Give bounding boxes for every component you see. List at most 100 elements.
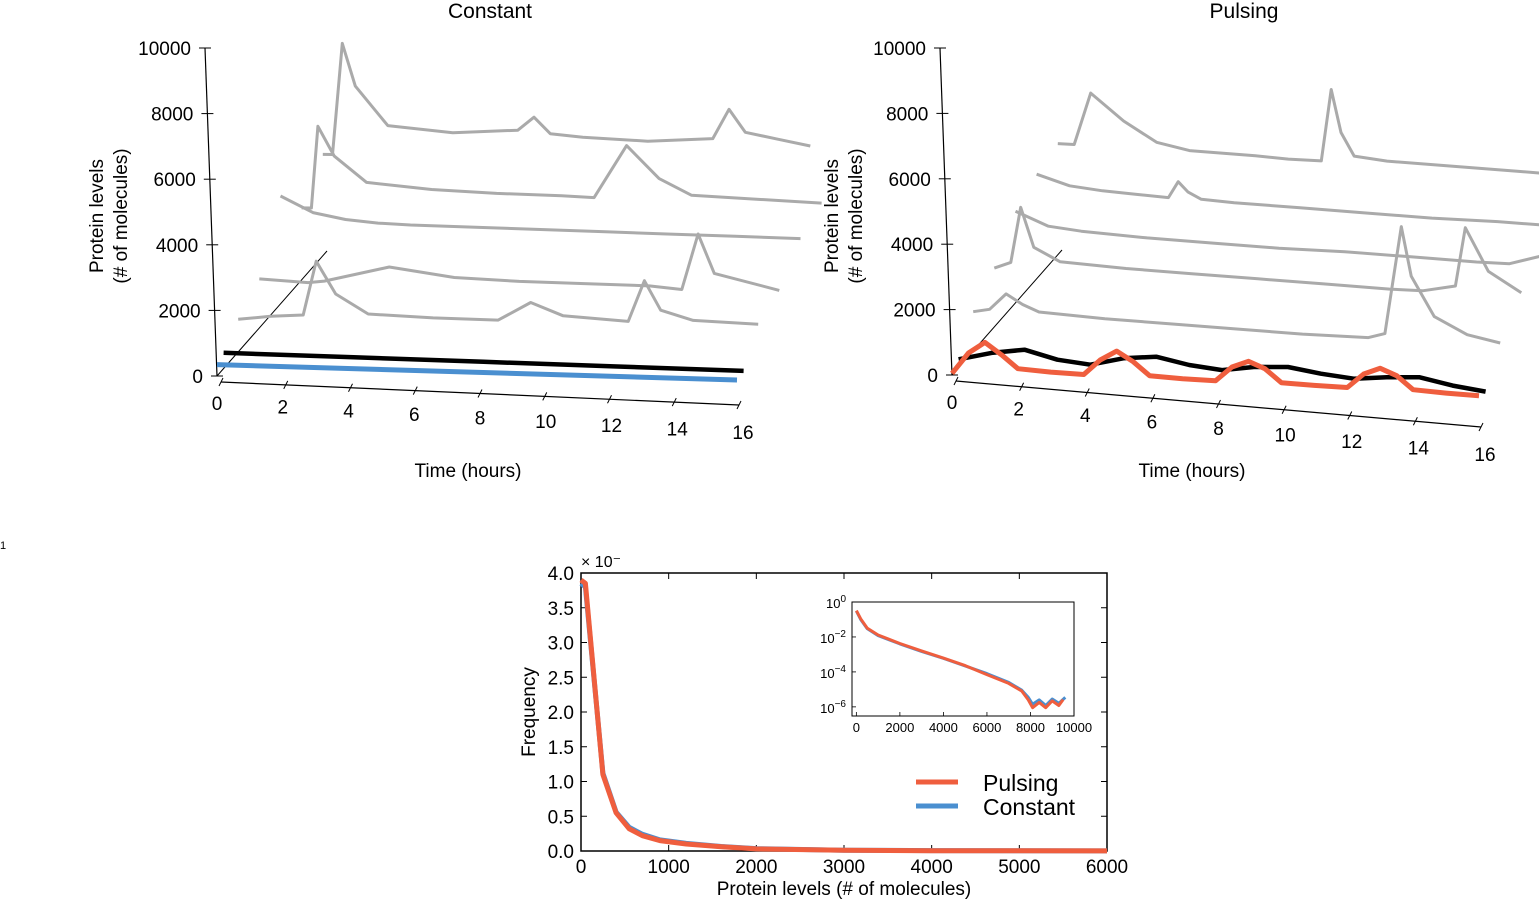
x-tick-mark	[283, 380, 289, 390]
y-tick-label: 0	[927, 366, 938, 387]
y-tick-label: 2000	[893, 301, 935, 322]
y-tick-label: 6000	[154, 170, 196, 191]
x-tick-mark	[348, 383, 353, 392]
x-tick-mark	[1019, 382, 1025, 391]
x-tick-label: 6	[1147, 413, 1158, 434]
x-tick-label: 6000	[1086, 857, 1128, 878]
x-axis-label: Time (hours)	[1139, 461, 1246, 482]
x-tick-label: 0	[576, 857, 587, 878]
log-scale-inset: 0 2000 4000 6000 8000 10000 100 10−2 10−4 10−6	[820, 594, 1092, 735]
constant-3d-panel: Constant Protein levels (# of molecules)…	[87, 0, 822, 482]
x-tick-mark	[607, 395, 612, 404]
y-tick-label: 3.0	[548, 634, 574, 655]
legend-label-constant: Constant	[983, 794, 1076, 820]
mean-line	[223, 350, 744, 374]
x-tick-label: 14	[667, 419, 689, 440]
inset-frame	[851, 601, 1075, 717]
y-tick-label: 8000	[151, 105, 193, 126]
trace-line	[259, 232, 780, 292]
inset-y-tick-label: 10−2	[820, 629, 846, 646]
tick-group: 0.00.51.01.52.02.53.03.54.00 1000 2000 3000…	[548, 564, 1129, 878]
x-tick-mark	[1216, 399, 1221, 409]
x-tick-label: 16	[1474, 445, 1495, 466]
front-series-group	[216, 350, 744, 383]
y-tick-label: 3.5	[548, 599, 574, 620]
x-tick-label: 0	[212, 394, 223, 415]
x-tick-label: 10	[1275, 426, 1296, 447]
inset-x-tick-label: 10000	[1056, 720, 1092, 735]
x-tick-label: 8	[475, 409, 486, 430]
y-tick-label: 2.0	[548, 703, 574, 724]
z-axis-line	[939, 47, 953, 376]
input-line	[950, 339, 1480, 399]
frequency-panel: × 10⁻ Frequency Protein levels (# of mol…	[519, 554, 1128, 900]
series-group	[579, 578, 1108, 854]
y-axis-label-line2: (# of molecules)	[846, 148, 867, 283]
trace-group	[238, 41, 822, 326]
legend: Pulsing Constant	[916, 770, 1076, 820]
chart-title: Constant	[448, 0, 532, 23]
x-tick-mark	[218, 377, 224, 387]
y-tick-label: 0	[192, 367, 203, 388]
z-axis-line	[204, 47, 218, 377]
trace-line	[993, 205, 1523, 295]
trace-group	[972, 88, 1539, 345]
inset-tick-group: 0 2000 4000 6000 8000 10000 100 10−2 10−4 10−6	[820, 594, 1092, 735]
x-tick-mark	[412, 386, 418, 395]
trace-line	[1036, 172, 1539, 227]
inset-series-group	[855, 609, 1067, 710]
x-tick-mark	[1412, 417, 1418, 426]
x-tick-mark	[953, 376, 959, 386]
x-tick-label: 2	[277, 398, 288, 419]
y-multiplier-label: × 10⁻	[581, 554, 621, 571]
x-tick-label: 0	[947, 393, 958, 414]
x-tick-mark	[1150, 394, 1156, 403]
y-tick-label: 0.5	[548, 807, 574, 828]
front-series-group	[950, 339, 1487, 399]
x-tick-label: 4000	[911, 857, 953, 878]
y-tick-label: 10000	[138, 39, 191, 60]
axes: 0 2000 4000 6000 8000 10000 0 2 4 6 8 10 12 14 16	[873, 39, 1495, 466]
x-tick-label: 2	[1013, 400, 1024, 421]
inset-x-tick-label: 4000	[929, 720, 958, 735]
trace-line	[322, 41, 811, 156]
y-tick-label: 4000	[156, 236, 198, 257]
y-tick-label: 6000	[889, 170, 931, 191]
y-tick-label: 10000	[873, 39, 926, 60]
y-axis-label-line1: Protein levels	[822, 159, 843, 273]
series-line-pulsing	[579, 578, 1108, 854]
pulsing-3d-panel: Pulsing Protein levels (# of molecules) …	[822, 0, 1539, 482]
y-axis-label: Frequency	[519, 667, 540, 757]
inset-x-tick-label: 2000	[885, 720, 914, 735]
x-tick-label: 5000	[998, 857, 1040, 878]
y-tick-label: 2000	[158, 301, 200, 322]
inset-y-tick-label: 100	[826, 594, 846, 611]
y-tick-label: 2.5	[548, 668, 574, 689]
trace-line	[279, 194, 801, 241]
x-axis-label: Time (hours)	[415, 461, 522, 482]
y-tick-label: 4.0	[548, 564, 574, 585]
x-tick-label: 12	[1341, 432, 1362, 453]
x-tick-label: 4	[343, 401, 354, 422]
inset-x-tick-label: 6000	[972, 720, 1001, 735]
x-tick-mark	[542, 392, 548, 401]
x-tick-label: 14	[1408, 439, 1430, 460]
x-tick-label: 4	[1080, 406, 1091, 427]
x-tick-mark	[671, 397, 677, 407]
x-axis-label: Protein levels (# of molecules)	[717, 879, 972, 900]
inset-series-line-pulsing	[855, 609, 1065, 710]
y-tick-label: 1.5	[548, 738, 574, 759]
y-tick-label: 0.0	[548, 842, 574, 863]
inset-y-tick-label: 10−4	[820, 664, 846, 681]
x-tick-mark	[1084, 388, 1090, 397]
x-tick-label: 3000	[823, 857, 865, 878]
y-tick-label: 8000	[886, 104, 928, 125]
stray-mark: 1	[0, 540, 6, 552]
trace-line	[972, 225, 1501, 345]
y-axis-label-line2: (# of molecules)	[111, 148, 132, 283]
x-tick-label: 10	[535, 412, 556, 433]
legend-label-pulsing: Pulsing	[983, 770, 1058, 796]
trace-line	[1014, 209, 1539, 266]
inset-y-tick-label: 10−6	[820, 699, 846, 716]
y-tick-label: 4000	[891, 235, 933, 256]
